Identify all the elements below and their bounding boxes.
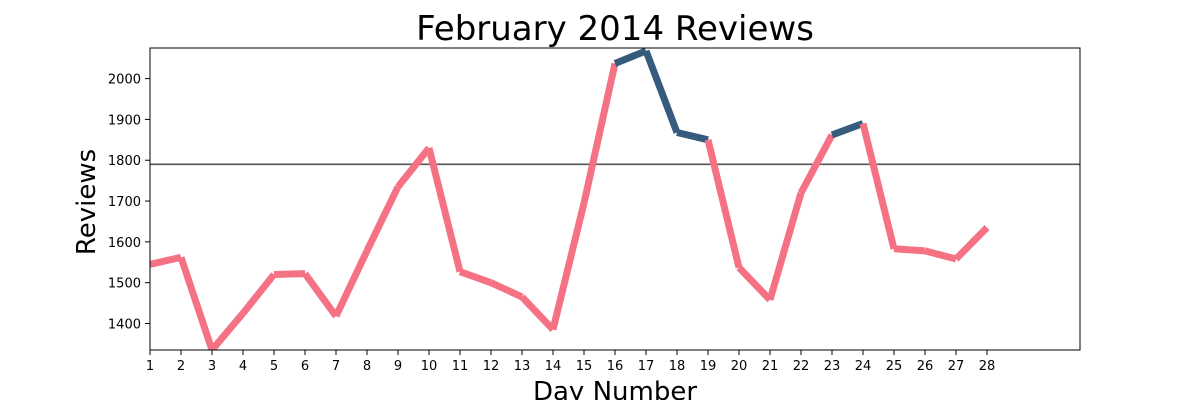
line-segment-18-19: [676, 129, 709, 144]
y-tick-label: 1400: [108, 317, 141, 332]
line-segment-15-16: [580, 62, 619, 204]
x-tick-label: 26: [917, 359, 934, 374]
chart-title: February 2014 Reviews: [416, 9, 814, 49]
y-axis-label: Reviews: [72, 149, 102, 255]
line-segment-10-11: [425, 147, 464, 273]
x-tick-label: 27: [948, 359, 965, 374]
x-tick-label: 14: [545, 359, 562, 374]
line-segment-27-28: [953, 225, 990, 262]
x-tick-label: 17: [638, 359, 655, 374]
x-tick-label: 24: [855, 359, 872, 374]
x-tick-label: 25: [886, 359, 903, 374]
line-segment-16-17: [613, 48, 648, 67]
line-segment-24-25: [859, 122, 898, 250]
x-tick-label: 15: [576, 359, 593, 374]
line-segment-14-15: [549, 202, 588, 331]
line-segment-4-5: [240, 272, 277, 316]
line-segment-2-3: [177, 256, 216, 350]
plot-area: 1 2 3 4 5 6 7 8 9 10 11 12 13 14 15 16 17 18 19 20 21 22 23 24 2…: [108, 47, 1081, 374]
line-segment-23-24: [830, 120, 865, 139]
x-tick-label: 3: [208, 359, 216, 374]
x-tick-label: 19: [700, 359, 717, 374]
y-tick-label: 1900: [108, 113, 141, 128]
x-tick-label: 28: [979, 359, 996, 374]
line-segment-13-14: [519, 294, 556, 333]
line-segment-5-6: [273, 270, 306, 278]
x-tick-label: 13: [514, 359, 531, 374]
x-tick-label: 16: [607, 359, 624, 374]
y-tick-label: 2000: [108, 73, 141, 88]
y-tick-label: 1500: [108, 277, 141, 292]
y-tick-label: 1800: [108, 154, 141, 169]
line-segment-20-21: [736, 265, 773, 303]
x-tick-label: 22: [793, 359, 810, 374]
line-segment-12-13: [489, 279, 524, 301]
plot-frame: [149, 47, 1081, 351]
line-segment-22-23: [797, 133, 836, 195]
line-segment-25-26: [893, 245, 926, 255]
line-segment-17-18: [642, 49, 681, 134]
line-segment-7-8: [332, 249, 371, 318]
x-tick-label: 5: [270, 359, 278, 374]
line-segment-8-9: [363, 185, 402, 253]
x-tick-label: 12: [483, 359, 500, 374]
x-axis-label: Day Number: [533, 377, 697, 400]
x-tick-label: 6: [301, 359, 309, 374]
y-tick-label: 1600: [108, 236, 141, 251]
line-segment-26-27: [924, 247, 957, 263]
x-tick-label: 21: [762, 359, 779, 374]
x-tick-label: 23: [824, 359, 841, 374]
line-segment-9-10: [395, 145, 432, 189]
line-segment-21-22: [766, 191, 805, 301]
y-tick-label: 1700: [108, 195, 141, 210]
series-line: [150, 48, 990, 350]
line-segment-19-20: [704, 138, 743, 269]
x-tick-label: 8: [363, 359, 371, 374]
line-segment-3-4: [209, 311, 246, 350]
line-segment-11-12: [458, 268, 493, 286]
x-tick-label: 10: [421, 359, 438, 374]
x-tick-label: 2: [177, 359, 185, 374]
x-tick-label: 7: [332, 359, 340, 374]
x-tick-label: 11: [452, 359, 469, 374]
line-segment-6-7: [302, 271, 339, 319]
x-tick-label: 20: [731, 359, 748, 374]
x-tick-label: 18: [669, 359, 686, 374]
line-segment-1-2: [150, 253, 182, 268]
x-tick-label: 1: [146, 359, 154, 374]
x-tick-label: 4: [239, 359, 247, 374]
x-tick-label: 9: [394, 359, 402, 374]
